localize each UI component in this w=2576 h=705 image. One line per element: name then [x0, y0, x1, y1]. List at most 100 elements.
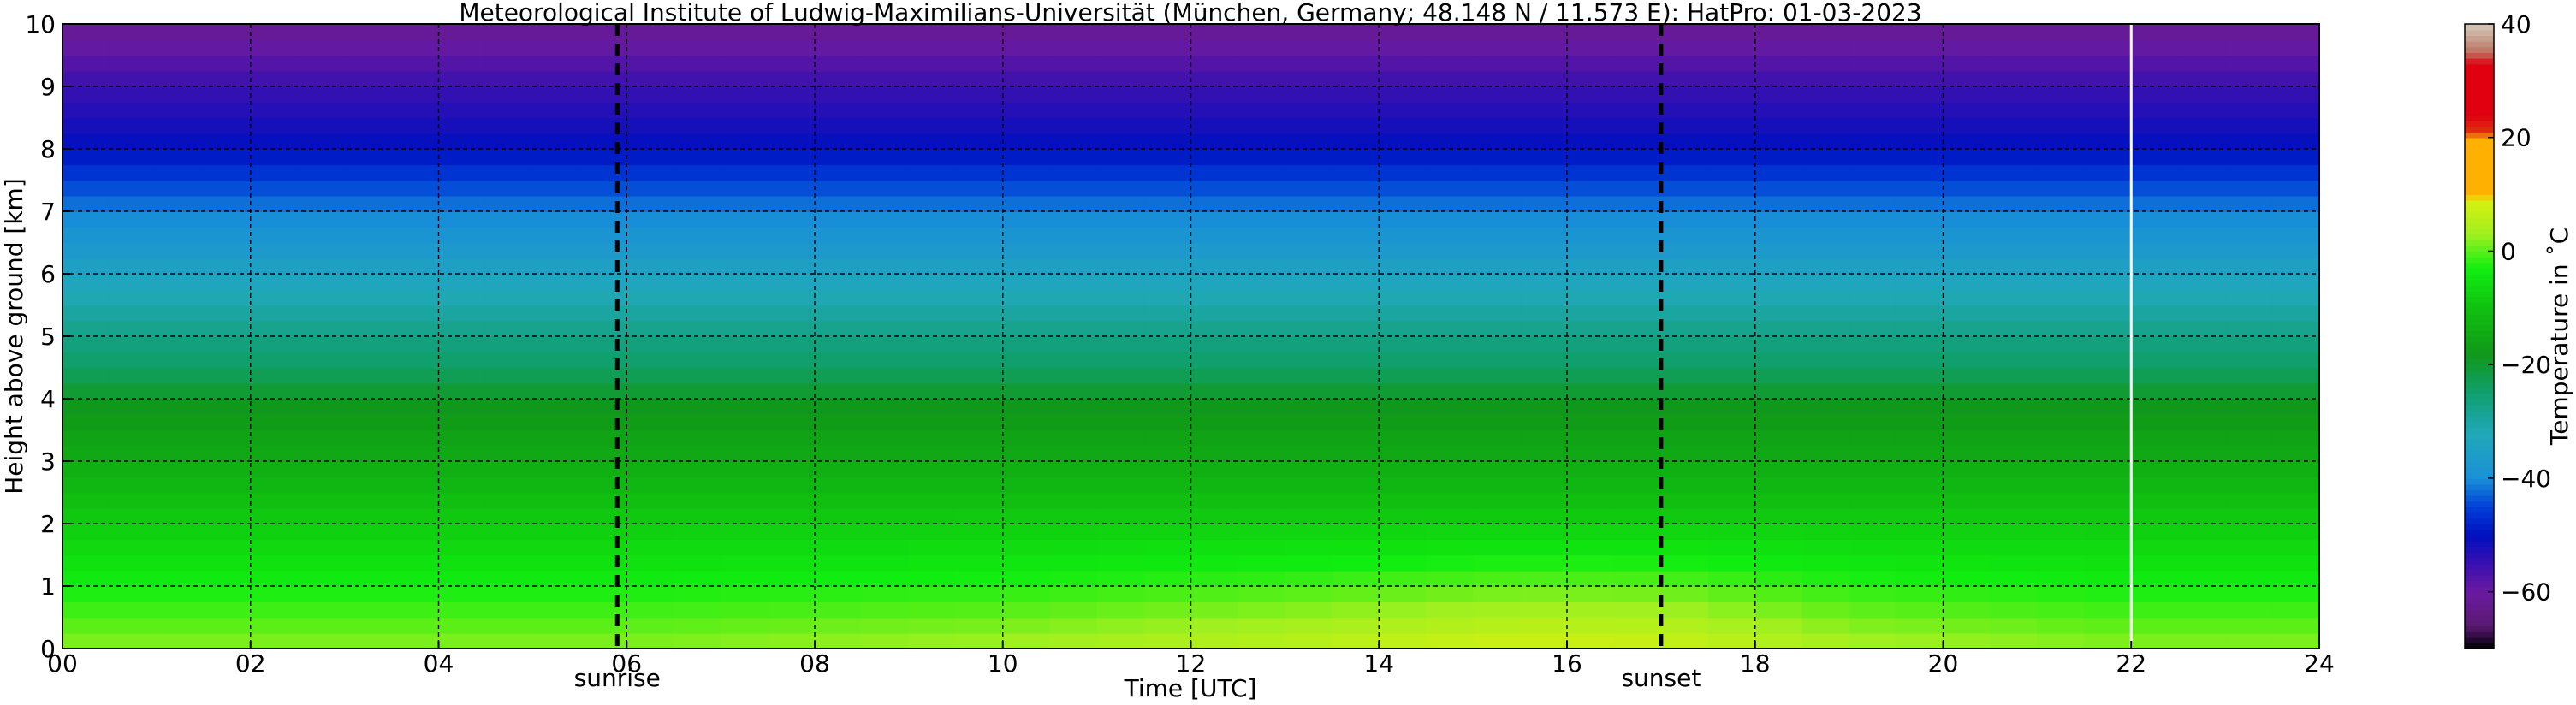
heatmap-cell — [1143, 367, 1192, 384]
heatmap-cell — [1473, 86, 1521, 104]
heatmap-cell — [1473, 274, 1521, 291]
heatmap-cell — [156, 305, 205, 322]
heatmap-cell — [297, 274, 346, 291]
heatmap-cell — [1143, 320, 1192, 337]
heatmap-cell — [344, 492, 393, 509]
heatmap-cell — [1990, 430, 2039, 447]
heatmap-cell — [1660, 149, 1709, 166]
heatmap-cell — [62, 570, 110, 587]
heatmap — [62, 24, 2319, 649]
heatmap-cell — [1567, 601, 1615, 619]
x-tick-label: 24 — [2304, 649, 2335, 678]
heatmap-cell — [297, 70, 346, 87]
heatmap-cell — [2272, 586, 2319, 603]
heatmap-cell — [1143, 180, 1192, 197]
heatmap-cell — [908, 492, 957, 509]
heatmap-cell — [721, 352, 769, 369]
heatmap-cell — [1520, 524, 1568, 541]
heatmap-cell — [1190, 570, 1239, 587]
heatmap-cell — [2084, 70, 2133, 87]
heatmap-cell — [579, 586, 628, 603]
heatmap-cell — [344, 39, 393, 56]
y-tick-label: 9 — [40, 73, 56, 101]
heatmap-cell — [391, 289, 440, 306]
heatmap-cell — [297, 320, 346, 337]
heatmap-cell — [1660, 274, 1709, 291]
heatmap-cell — [297, 461, 346, 478]
heatmap-cell — [1896, 70, 1944, 87]
heatmap-cell — [2272, 507, 2319, 524]
heatmap-cell — [768, 258, 816, 275]
heatmap-cell — [1285, 461, 1333, 478]
heatmap-cell — [485, 632, 534, 649]
heatmap-cell — [1190, 117, 1239, 134]
heatmap-cell — [674, 320, 721, 337]
heatmap-cell — [1332, 180, 1380, 197]
heatmap-cell — [1613, 539, 1662, 556]
heatmap-cell — [1473, 117, 1521, 134]
heatmap-cell — [1754, 586, 1803, 603]
heatmap-cell — [579, 149, 628, 166]
heatmap-cell — [721, 164, 769, 181]
heatmap-cell — [297, 399, 346, 416]
heatmap-cell — [768, 242, 816, 259]
heatmap-cell — [1707, 117, 1756, 134]
heatmap-cell — [1660, 430, 1709, 447]
heatmap-cell — [955, 367, 1004, 384]
heatmap-cell — [203, 227, 252, 244]
heatmap-cell — [62, 507, 110, 524]
heatmap-cell — [2084, 586, 2133, 603]
heatmap-cell — [768, 601, 816, 619]
heatmap-cell — [1426, 102, 1474, 119]
heatmap-cell — [297, 227, 346, 244]
heatmap-cell — [908, 149, 957, 166]
heatmap-cell — [1801, 164, 1850, 181]
heatmap-cell — [485, 320, 534, 337]
heatmap-cell — [109, 414, 157, 431]
heatmap-cell — [1049, 117, 1098, 134]
heatmap-cell — [2084, 430, 2133, 447]
heatmap-cell — [344, 70, 393, 87]
heatmap-cell — [156, 24, 205, 41]
heatmap-cell — [908, 117, 957, 134]
heatmap-cell — [1896, 570, 1944, 587]
heatmap-cell — [438, 539, 487, 556]
heatmap-cell — [815, 242, 863, 259]
heatmap-cell — [908, 55, 957, 72]
heatmap-cell — [1002, 352, 1051, 369]
heatmap-cell — [1943, 461, 1991, 478]
heatmap-cell — [391, 86, 440, 104]
heatmap-cell — [2272, 554, 2319, 572]
colorbar-step — [2465, 57, 2494, 65]
heatmap-cell — [815, 601, 863, 619]
heatmap-cell — [1285, 554, 1333, 572]
heatmap-cell — [1049, 305, 1098, 322]
heatmap-cell — [1801, 39, 1850, 56]
heatmap-cell — [1896, 399, 1944, 416]
colorbar-step — [2465, 154, 2494, 162]
heatmap-cell — [908, 507, 957, 524]
heatmap-cell — [485, 102, 534, 119]
heatmap-cell — [203, 55, 252, 72]
heatmap-cell — [1096, 102, 1145, 119]
heatmap-cell — [485, 305, 534, 322]
heatmap-cell — [438, 445, 487, 462]
heatmap-cell — [344, 539, 393, 556]
heatmap-cell — [1143, 554, 1192, 572]
heatmap-cell — [1801, 382, 1850, 400]
heatmap-cell — [861, 180, 910, 197]
heatmap-cell — [391, 305, 440, 322]
heatmap-cell — [1238, 507, 1286, 524]
heatmap-cell — [721, 242, 769, 259]
heatmap-cell — [768, 507, 816, 524]
colorbar-step — [2465, 74, 2494, 82]
heatmap-cell — [2272, 632, 2319, 649]
heatmap-cell — [1096, 117, 1145, 134]
heatmap-cell — [955, 507, 1004, 524]
heatmap-cell — [1567, 414, 1615, 431]
heatmap-cell — [1943, 180, 1991, 197]
heatmap-cell — [1143, 258, 1192, 275]
heatmap-cell — [1567, 492, 1615, 509]
colorbar-step — [2465, 586, 2494, 593]
heatmap-cell — [1707, 289, 1756, 306]
